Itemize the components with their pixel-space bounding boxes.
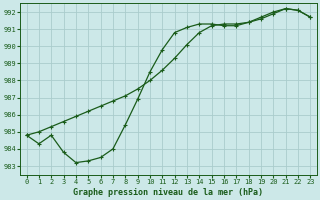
X-axis label: Graphe pression niveau de la mer (hPa): Graphe pression niveau de la mer (hPa) — [74, 188, 263, 197]
